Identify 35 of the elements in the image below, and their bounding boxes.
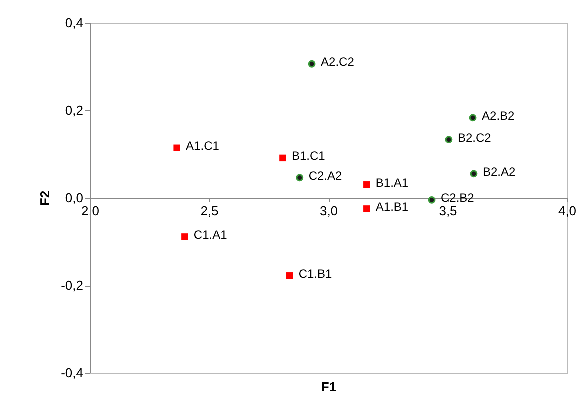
x-axis-title: F1 bbox=[321, 380, 337, 394]
y-tick-label: 0,0 bbox=[65, 190, 84, 206]
point bbox=[296, 174, 304, 182]
annotation: C1.A1 bbox=[194, 228, 228, 242]
y-tick-label: 0,2 bbox=[65, 103, 84, 118]
y-axis-title: F2 bbox=[38, 190, 52, 206]
annotation: C1.B1 bbox=[298, 266, 333, 281]
x-tick-label: 4,0 bbox=[558, 204, 577, 218]
y-tick-label: -0,4 bbox=[61, 366, 84, 380]
point bbox=[286, 272, 294, 280]
point bbox=[308, 60, 316, 68]
annotation: B1.C1 bbox=[292, 149, 326, 164]
annotation: B2.C2 bbox=[458, 130, 492, 145]
point bbox=[182, 234, 188, 240]
annotation: C2.B2 bbox=[441, 191, 475, 206]
annotation: A1.B1 bbox=[376, 200, 409, 214]
point bbox=[469, 114, 477, 122]
annotation: A2.C2 bbox=[321, 55, 355, 70]
point bbox=[428, 196, 436, 204]
annotation: B1.A1 bbox=[376, 176, 409, 190]
point bbox=[364, 206, 370, 212]
point bbox=[445, 136, 453, 144]
annotation: A2.B2 bbox=[482, 108, 516, 123]
annotation: B2.A2 bbox=[482, 164, 516, 179]
x-tick-label: 3,5 bbox=[439, 204, 458, 218]
point bbox=[280, 154, 286, 162]
x-tick-label: 2,5 bbox=[200, 204, 219, 218]
point bbox=[174, 144, 180, 152]
x-tick-label: 3,0 bbox=[320, 204, 338, 218]
annotation: C2.A2 bbox=[308, 168, 343, 183]
y-tick-label: -0,2 bbox=[61, 278, 84, 293]
annotation: A1.C1 bbox=[186, 139, 220, 154]
point bbox=[470, 170, 478, 178]
point bbox=[364, 182, 370, 188]
y-tick-label: 0,4 bbox=[65, 16, 84, 30]
